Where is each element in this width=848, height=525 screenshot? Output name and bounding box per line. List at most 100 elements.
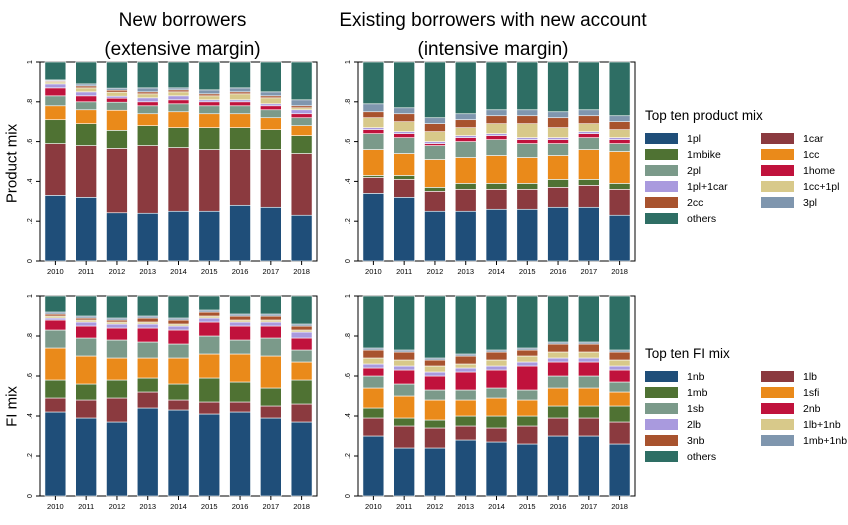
bar-segment-1lb-plus-1nb — [608, 359, 631, 367]
y-tick-label: .8 — [27, 333, 34, 339]
bar-segment-others — [608, 61, 631, 117]
y-tick-label: .6 — [345, 139, 352, 145]
legend-label: 1cc — [803, 148, 820, 161]
bar-segment-1home — [393, 133, 415, 138]
bar-segment-others — [516, 61, 539, 111]
x-tick-label: 2015 — [201, 502, 218, 511]
bar-segment-1sb — [578, 375, 600, 389]
bar-segment-2pl — [106, 101, 128, 111]
bar-segment-1sfi — [198, 353, 221, 379]
legend-item-1nb: 1nb — [645, 370, 755, 383]
bar-segment-others — [136, 61, 159, 89]
legend-item-3pl: 3pl — [761, 196, 848, 209]
bar-segment-1lb — [106, 397, 128, 423]
bar-segment-1lb — [485, 427, 508, 443]
bar-segment-1sfi — [454, 399, 477, 417]
legend-item-1cc-plus-1pl: 1cc+1pl — [761, 180, 848, 193]
bar-segment-1sb — [547, 375, 569, 389]
x-tick-label: 2014 — [170, 502, 187, 511]
bar-segment-others — [547, 61, 569, 113]
bar-segment-1home — [485, 135, 508, 140]
bar-segment-1sfi — [229, 353, 251, 383]
bar-segment-2nb — [454, 371, 477, 391]
bar-segment-1home — [75, 95, 97, 103]
bar-segment-3pl — [260, 91, 282, 97]
bar-segment-others — [393, 295, 415, 351]
column-title-line1: Existing borrowers with new account — [339, 10, 647, 31]
x-tick-label: 2010 — [47, 267, 64, 276]
bar-segment-1cc — [136, 113, 159, 126]
bar-segment-1pl — [454, 210, 477, 262]
bar-segment-1mbike — [75, 123, 97, 146]
bar-segment-1sb — [167, 343, 190, 359]
bar-segment-others — [290, 295, 313, 325]
bar-segment-1cc-plus-1pl — [547, 127, 569, 138]
legend-item-1sb: 1sb — [645, 402, 755, 415]
x-tick-label: 2013 — [457, 267, 474, 276]
legend-swatch — [761, 149, 794, 160]
bar-segment-1cc — [516, 157, 539, 184]
legend-label: 1mb — [687, 386, 708, 399]
legend-label: 3pl — [803, 196, 818, 209]
y-tick-label: .6 — [27, 373, 34, 379]
x-tick-label: 2015 — [519, 267, 536, 276]
x-tick-label: 2013 — [457, 502, 474, 511]
legend-label: 1mbike — [687, 148, 721, 161]
x-tick-label: 2018 — [611, 502, 628, 511]
bar-segment-2pl — [167, 103, 190, 113]
legend-item-others: others — [645, 212, 755, 225]
bar-segment-1mb — [608, 405, 631, 423]
bar-segment-1lb — [229, 401, 251, 413]
bar-segment-2nb — [362, 367, 385, 377]
bar-segment-3pl — [136, 87, 159, 93]
bar-segment-3pl — [198, 89, 221, 95]
bar-segment-1mb — [362, 407, 385, 419]
bar-segment-1nb — [547, 435, 569, 497]
legend-swatch — [645, 435, 678, 446]
column-title-line2: (extensive margin) — [104, 39, 261, 60]
bar-segment-3pl — [547, 111, 569, 119]
bar-segment-2lb — [106, 323, 128, 329]
bar-segment-1mbike — [608, 183, 631, 190]
legend-item-2nb: 2nb — [761, 402, 848, 415]
legend-item-2pl: 2pl — [645, 164, 755, 177]
bar-segment-2lb — [516, 361, 539, 367]
bar-segment-1cc-plus-1pl — [136, 93, 159, 99]
bar-segment-2pl — [608, 143, 631, 152]
legend-label: 2pl — [687, 164, 702, 177]
bar-segment-1mbike — [485, 183, 508, 190]
bar-segment-2nb — [578, 361, 600, 377]
bar-segment-1mbike — [136, 125, 159, 146]
bar-segment-1lb — [260, 405, 282, 419]
bar-segment-1sb — [136, 341, 159, 359]
bar-segment-2nb — [167, 329, 190, 345]
bar-segment-1car — [198, 149, 221, 212]
bar-segment-1home — [362, 129, 385, 134]
bar-segment-2lb — [290, 331, 313, 339]
bar-segment-1lb-plus-1nb — [578, 351, 600, 359]
bar-segment-others — [167, 295, 190, 319]
bar-segment-1nb — [578, 435, 600, 497]
legend-label: 3nb — [687, 434, 705, 447]
bar-segment-1mbike — [547, 179, 569, 188]
bar-segment-2lb — [578, 357, 600, 363]
bar-segment-1pl-plus-1car — [75, 91, 97, 97]
bar-segment-1sfi — [485, 397, 508, 417]
legend-title: Top ten FI mix — [645, 346, 730, 361]
legend-item-1mb-plus-1nb: 1mb+1nb — [761, 434, 848, 447]
bar-segment-1lb-plus-1nb — [485, 359, 508, 367]
bar-segment-2pl — [424, 145, 446, 160]
bar-segment-1sb — [198, 335, 221, 355]
bar-segment-2nb — [198, 321, 221, 337]
bar-segment-1cc — [44, 105, 67, 121]
bar-segment-1pl — [75, 197, 97, 262]
bar-segment-others — [454, 295, 477, 355]
bar-segment-2pl — [229, 105, 251, 115]
bar-segment-1cc-plus-1pl — [485, 123, 508, 134]
legend-swatch — [645, 181, 678, 192]
legend-fi-mix: Top ten FI mix 1nb 1lb 1mb 1sfi 1sb 2nb 2lb 1lb… — [645, 346, 848, 463]
legend-swatch — [761, 387, 794, 398]
x-tick-label: 2017 — [580, 502, 597, 511]
bar-segment-1nb — [362, 435, 385, 497]
bar-segment-1sfi — [290, 361, 313, 381]
